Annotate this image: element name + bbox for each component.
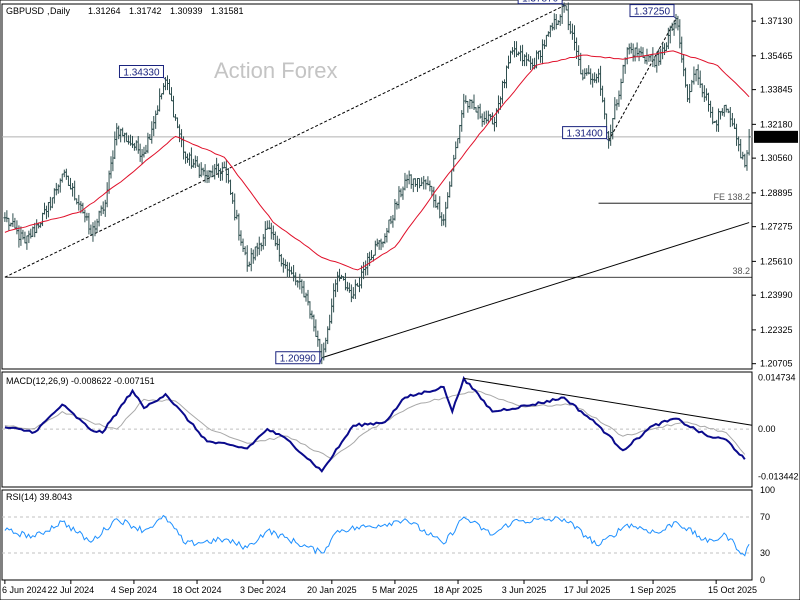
annotation-label: 1.34330 — [123, 68, 160, 79]
annotation-label: 1.37870 — [522, 0, 559, 5]
last-price-tag-label: 1.31581 — [758, 132, 791, 142]
price-ytick-label: 1.20705 — [760, 359, 793, 369]
x-tick-label: 5 Mar 2025 — [372, 585, 418, 595]
x-tick-label: 1 Sep 2025 — [630, 585, 676, 595]
price-ytick-label: 1.33845 — [760, 85, 793, 95]
macd-ytick-label: 0.00 — [758, 424, 776, 434]
rsi-panel-frame — [1, 489, 753, 581]
watermark: Action Forex — [214, 58, 338, 83]
timeframe-label: Daily — [50, 6, 71, 16]
x-tick-label: 4 Sep 2024 — [111, 585, 157, 595]
x-tick-label: 18 Oct 2024 — [173, 585, 222, 595]
rsi-title: RSI(14) 39.8043 — [6, 492, 72, 502]
symbol-label: GBPUSD — [6, 6, 45, 16]
annotation-box — [275, 351, 321, 365]
macd-main-line — [4, 375, 746, 473]
x-tick-label: 20 Jan 2025 — [307, 585, 357, 595]
annotation-leader — [606, 138, 609, 141]
rsi-line — [4, 514, 750, 557]
price-ytick-label: 1.25610 — [760, 256, 793, 266]
macd-trendline — [463, 377, 753, 426]
price-ytick-label: 1.30560 — [760, 153, 793, 163]
macd-ytick-label: -0.013442 — [758, 471, 799, 481]
trendline — [4, 5, 565, 278]
x-tick-label: 22 Jul 2024 — [48, 585, 95, 595]
timeframe-separator: , — [47, 6, 50, 16]
price-ytick-label: 1.32180 — [760, 119, 793, 129]
x-tick-label: 3 Dec 2024 — [240, 585, 286, 595]
macd-signal-line — [4, 390, 746, 460]
annotation-label: 1.31400 — [567, 129, 604, 140]
annotation-leader — [561, 3, 565, 6]
price-ytick-label: 1.37130 — [760, 16, 793, 26]
macd-title: MACD(12,26,9) -0.008622 -0.007151 — [6, 376, 155, 386]
last-price-tag — [754, 130, 798, 143]
price-ytick-label: 1.28895 — [760, 188, 793, 198]
x-tick-label: 17 Jul 2025 — [564, 585, 611, 595]
level-label: 38.2 — [732, 266, 750, 276]
annotation-label: 1.37250 — [634, 7, 671, 18]
annotation-box — [118, 65, 164, 79]
rsi-ytick-label: 0 — [760, 575, 765, 585]
annotation-leader — [673, 16, 677, 19]
x-tick-label: 15 Oct 2025 — [708, 585, 757, 595]
ohlc-value-0: 1.31264 — [88, 6, 121, 16]
price-ytick-label: 1.23990 — [760, 290, 793, 300]
annotation-leader — [163, 77, 166, 80]
annotation-box — [517, 0, 563, 5]
ohlc-value-2: 1.30939 — [170, 6, 203, 16]
moving-average-line — [4, 50, 750, 271]
x-tick-label: 18 Apr 2025 — [434, 585, 483, 595]
trendline — [608, 18, 677, 141]
annotation-label: 1.20990 — [280, 354, 317, 365]
ohlc-value-1: 1.31742 — [129, 6, 162, 16]
macd-ytick-label: 0.014734 — [758, 372, 796, 382]
price-ytick-label: 1.35465 — [760, 51, 793, 61]
rsi-ytick-label: 100 — [760, 485, 775, 495]
ohlc-value-3: 1.31581 — [211, 6, 244, 16]
x-tick-label: 3 Jun 2025 — [502, 585, 547, 595]
price-ytick-label: 1.22325 — [760, 325, 793, 335]
annotation-box — [629, 4, 675, 18]
rsi-ytick-label: 70 — [760, 512, 770, 522]
annotation-box — [562, 126, 608, 140]
price-panel-frame — [1, 3, 753, 370]
rsi-ytick-label: 30 — [760, 548, 770, 558]
price-ytick-label: 1.27275 — [760, 222, 793, 232]
x-tick-label: 6 Jun 2024 — [2, 585, 47, 595]
annotation-leader — [319, 357, 323, 364]
trendline — [321, 222, 750, 359]
level-label: FE 138.2 — [713, 192, 750, 202]
